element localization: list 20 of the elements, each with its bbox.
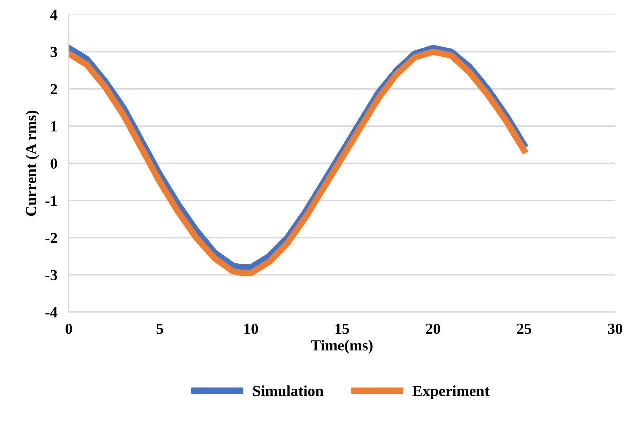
y-axis-title: Current (A rms): [26, 110, 40, 216]
y-tick-label: 1: [51, 122, 58, 132]
y-tick-label: -4: [46, 308, 58, 318]
y-tick-label: -2: [46, 233, 58, 244]
legend-label: Simulation: [253, 386, 324, 396]
y-tick-label: 3: [50, 47, 58, 58]
x-tick-label: 0: [66, 324, 72, 334]
x-tick-label: 10: [244, 324, 258, 334]
legend-label: Experiment: [412, 386, 490, 400]
x-tick-label: 30: [608, 324, 622, 334]
y-tick-label: -3: [46, 270, 58, 281]
x-tick-label: 25: [517, 324, 532, 334]
x-tick-label: 20: [426, 324, 440, 334]
x-tick-label: 5: [156, 324, 164, 334]
y-tick-label: 2: [50, 84, 58, 94]
x-tick-label: 15: [336, 324, 350, 334]
y-tick-label: -1: [46, 196, 58, 206]
y-tick-label: 0: [50, 158, 58, 169]
x-axis-title: Time(ms): [311, 340, 373, 354]
y-tick-label: 4: [50, 10, 58, 20]
